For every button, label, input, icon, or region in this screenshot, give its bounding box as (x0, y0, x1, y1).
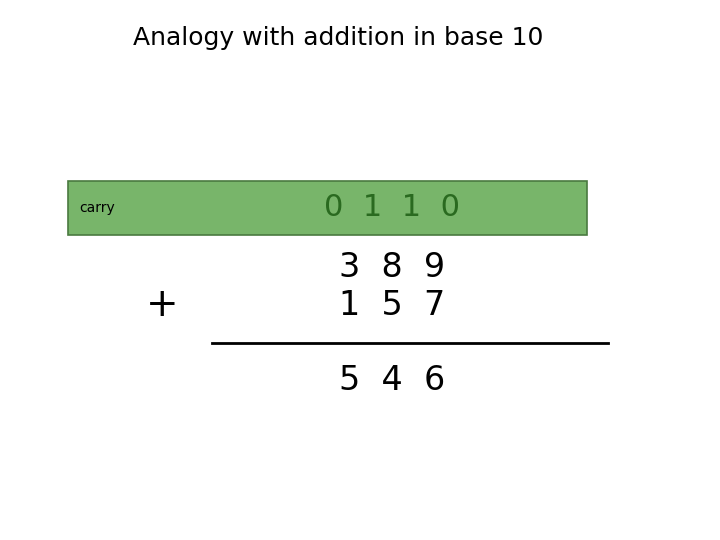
Text: +: + (145, 286, 179, 324)
Text: 5  4  6: 5 4 6 (339, 364, 446, 397)
Text: carry: carry (79, 201, 115, 215)
Text: 1  5  7: 1 5 7 (339, 288, 446, 322)
Text: 0  1  1  0: 0 1 1 0 (325, 193, 460, 222)
Text: Analogy with addition in base 10: Analogy with addition in base 10 (133, 26, 544, 50)
Text: 3  8  9: 3 8 9 (339, 251, 446, 284)
FancyBboxPatch shape (68, 181, 587, 235)
